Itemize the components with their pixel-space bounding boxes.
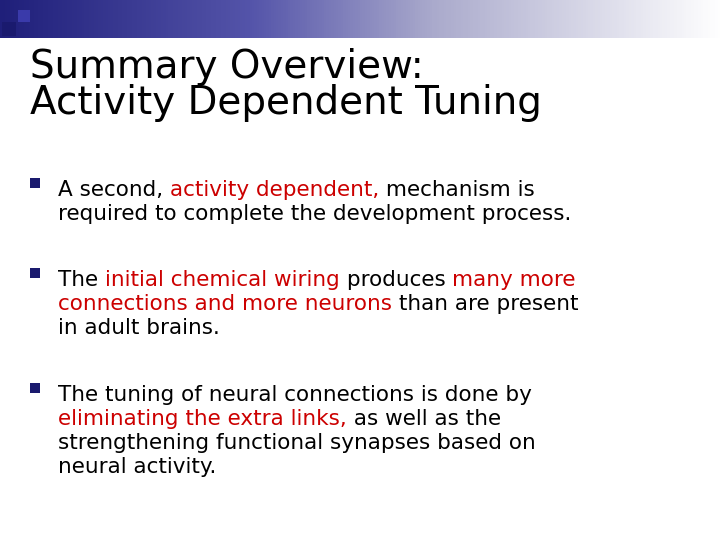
Text: mechanism is: mechanism is xyxy=(379,180,535,200)
Text: activity dependent,: activity dependent, xyxy=(170,180,379,200)
Text: eliminating the extra links,: eliminating the extra links, xyxy=(58,409,347,429)
Text: as well as the: as well as the xyxy=(347,409,501,429)
Text: The tuning of neural connections is done by: The tuning of neural connections is done… xyxy=(58,385,532,405)
Text: Summary Overview:: Summary Overview: xyxy=(30,48,424,86)
Text: initial chemical wiring: initial chemical wiring xyxy=(105,270,340,290)
Text: many more: many more xyxy=(452,270,576,290)
Text: required to complete the development process.: required to complete the development pro… xyxy=(58,204,572,224)
Text: strengthening functional synapses based on: strengthening functional synapses based … xyxy=(58,433,536,453)
Text: The: The xyxy=(58,270,105,290)
Text: in adult brains.: in adult brains. xyxy=(58,318,220,338)
Bar xyxy=(30,268,40,278)
Text: connections and more neurons: connections and more neurons xyxy=(58,294,392,314)
Text: Activity Dependent Tuning: Activity Dependent Tuning xyxy=(30,84,542,122)
Text: than are present: than are present xyxy=(392,294,578,314)
Bar xyxy=(18,10,30,22)
Bar xyxy=(30,383,40,393)
Bar xyxy=(30,178,40,188)
Text: A second,: A second, xyxy=(58,180,170,200)
Bar xyxy=(2,22,16,36)
Text: produces: produces xyxy=(340,270,452,290)
Text: neural activity.: neural activity. xyxy=(58,457,217,477)
